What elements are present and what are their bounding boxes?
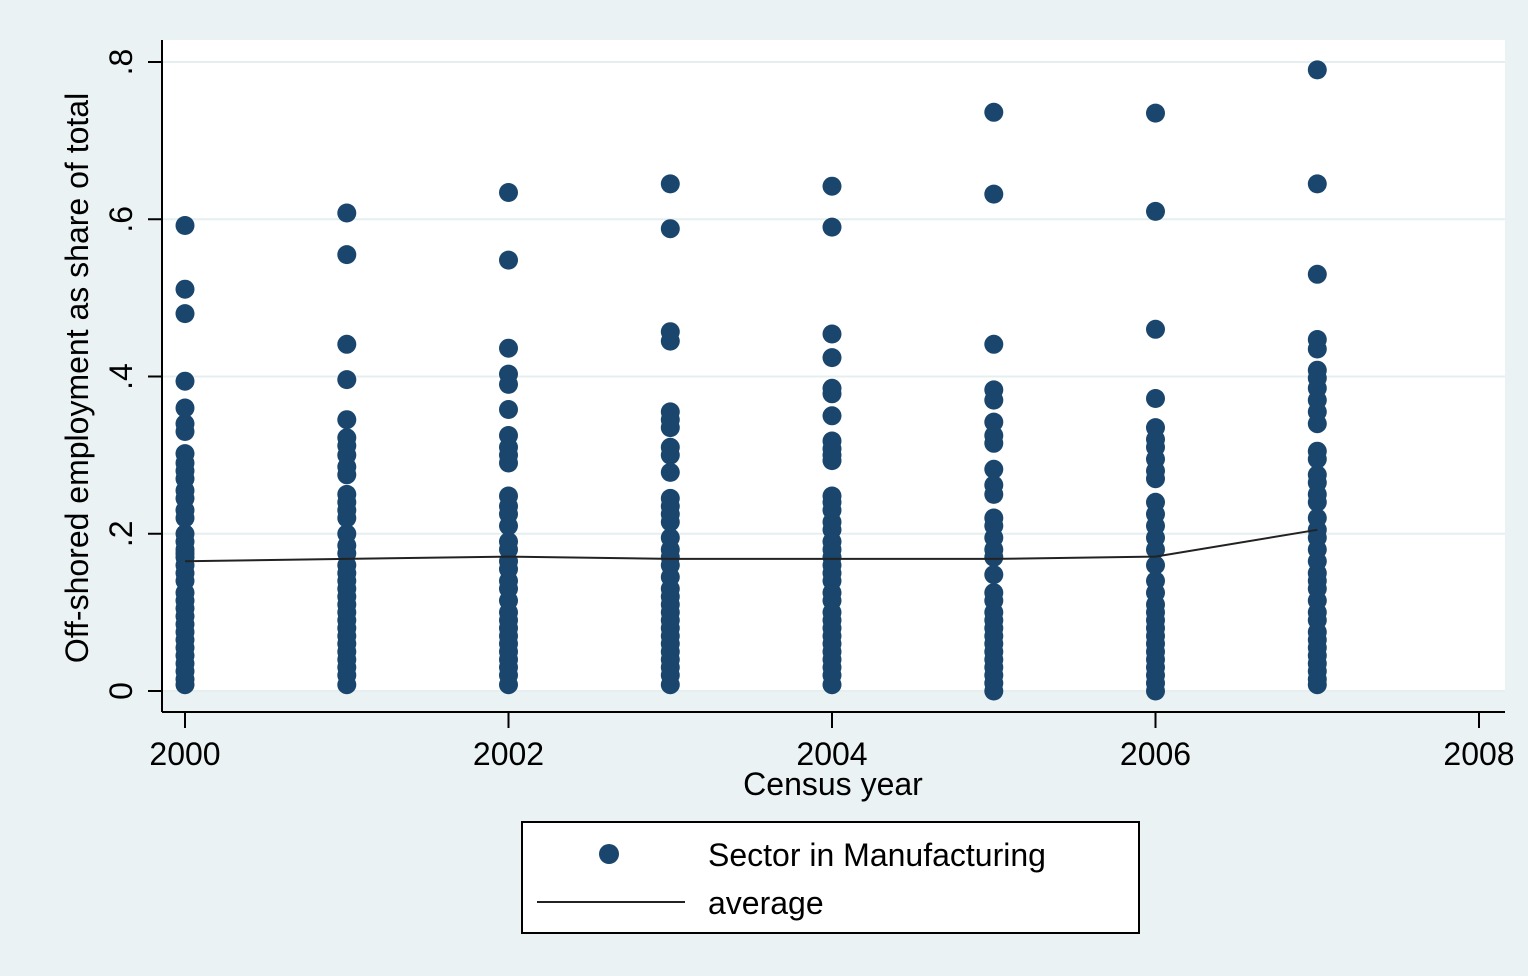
data-point [984,102,1004,122]
data-point [822,217,842,237]
data-point [822,324,842,344]
data-point [1307,449,1327,469]
data-point [822,406,842,426]
x-axis-title: Census year [743,766,923,802]
data-point [337,410,357,430]
data-point [337,245,357,265]
y-tick-label: 0 [103,682,139,700]
legend-marker-symbol [599,844,619,864]
data-point [499,453,518,473]
y-tick-label: .8 [103,49,139,76]
data-point [1146,103,1165,123]
data-point [175,279,195,299]
data-point [1146,319,1165,339]
data-point [499,374,518,394]
data-point [175,216,195,235]
data-point [499,183,518,202]
data-point [175,508,195,528]
data-point [984,547,1004,567]
data-point [499,338,518,358]
scatter-markers [175,60,1327,701]
data-point [175,371,195,391]
data-point [984,459,1004,479]
data-point [984,390,1004,410]
x-tick-label: 2002 [473,736,544,772]
data-point [1146,555,1165,575]
data-point [1146,201,1165,221]
x-tick-label: 2004 [796,736,867,772]
data-point [1146,389,1165,408]
y-tick-label: .2 [103,520,139,547]
data-point [499,516,518,536]
data-point [1146,540,1165,559]
data-point [337,370,357,390]
data-point [984,184,1004,204]
y-tick-label: .4 [103,363,139,390]
y-tick-label: .6 [103,206,139,233]
data-point [660,445,680,465]
y-axis-title: Off-shored employment as share of total [59,93,95,663]
data-point [822,451,842,471]
data-point [984,433,1004,453]
data-point [337,203,357,223]
legend-label-sector: Sector in Manufacturing [708,837,1046,873]
data-point [1307,174,1327,194]
data-point [1307,492,1327,512]
data-point [660,331,680,351]
data-point [1307,60,1327,80]
data-point [175,304,195,324]
data-point [1307,339,1327,359]
data-point [499,675,518,695]
legend-label-average: average [708,885,824,921]
data-point [1307,675,1327,695]
data-point [1307,264,1327,284]
data-point [660,418,680,438]
data-point [1146,469,1165,489]
x-tick-label: 2006 [1120,736,1191,772]
data-point [337,675,357,695]
data-point [984,484,1004,504]
legend-box [521,821,1140,934]
data-point [822,675,842,695]
data-point [337,508,357,528]
data-point [1307,414,1327,434]
data-point [175,422,195,441]
data-point [660,462,680,482]
average-line-group [184,528,1318,563]
data-point [499,400,518,419]
data-point [984,565,1004,585]
data-point [337,334,357,354]
data-point [660,219,680,239]
data-point [1146,681,1165,701]
x-axis-ticks: 2000 2002 2004 2006 2008 [149,712,1515,772]
data-point [984,681,1004,701]
data-point [822,176,842,196]
data-point [822,348,842,368]
data-point [984,412,1004,432]
data-point [660,512,680,532]
x-tick-label: 2008 [1443,736,1514,772]
data-point [660,675,680,695]
average-line [184,528,1318,563]
x-tick-label: 2000 [149,736,220,772]
legend: Sector in Manufacturing average [521,821,1140,934]
data-point [175,675,195,695]
data-point [337,465,357,485]
data-point [660,174,680,194]
data-point [822,384,842,404]
data-point [984,334,1004,354]
data-point [175,398,195,418]
data-point [499,250,518,270]
y-axis-ticks: 0 .2 .4 .6 .8 [103,49,162,700]
